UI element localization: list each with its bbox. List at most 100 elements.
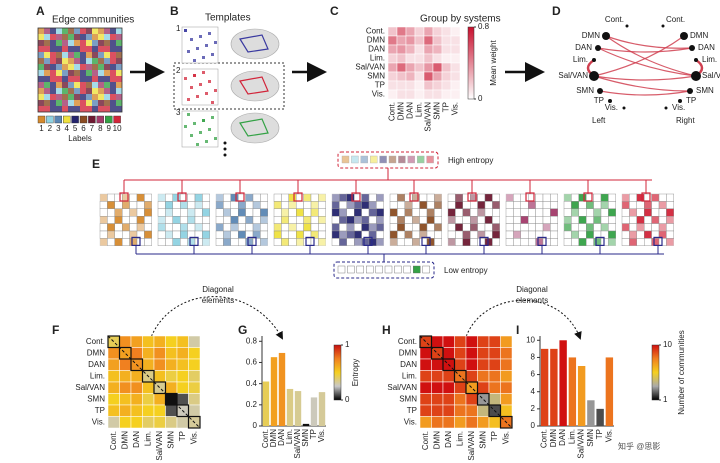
row-label: SMN — [367, 72, 385, 81]
mini-cell — [296, 223, 304, 232]
diagonal-outline — [130, 358, 144, 372]
mini-cell — [578, 223, 587, 232]
row-label: Vis. — [372, 90, 385, 99]
mini-cell — [586, 230, 594, 239]
community-cell — [86, 58, 92, 64]
colorbar-tick-label: 1 — [663, 395, 668, 404]
colorbar — [333, 344, 342, 401]
mini-marker — [131, 236, 141, 246]
heatmap-cell — [441, 53, 452, 64]
mini-cell — [331, 238, 340, 246]
low-entropy-cell — [347, 265, 355, 274]
community-cell — [86, 70, 92, 76]
heatmap-cell — [165, 381, 178, 394]
community-cell — [80, 64, 86, 70]
heatmap-cell — [387, 71, 398, 82]
heatmap-cell — [450, 62, 461, 73]
mini-cell — [245, 193, 254, 202]
mini-cell — [310, 201, 319, 209]
row-label: TP — [95, 406, 105, 415]
mini-cell — [144, 238, 152, 246]
bar — [302, 423, 310, 426]
mini-cell — [376, 215, 384, 224]
mini-cell — [361, 201, 370, 209]
legend-swatch — [88, 115, 96, 124]
heatmap-cell — [142, 416, 155, 429]
heatmap-cell — [454, 416, 467, 429]
community-cell — [74, 46, 80, 52]
heatmap-cell — [488, 381, 501, 394]
column-label: DAN — [444, 431, 453, 448]
heatmap-cell — [387, 62, 398, 73]
mini-cell — [215, 208, 224, 217]
mini-cell — [368, 208, 377, 217]
community-cell — [56, 106, 62, 112]
low-entropy-cell — [403, 265, 411, 274]
mini-cell — [412, 223, 420, 232]
mini-cell — [651, 223, 660, 232]
mini-cell — [107, 201, 116, 209]
heatmap-cell — [432, 89, 443, 100]
heatmap-cell — [142, 335, 155, 348]
mini-cell — [99, 201, 108, 209]
mini-cell — [281, 215, 289, 224]
mini-cell — [237, 201, 246, 209]
mini-cell — [477, 208, 486, 217]
mini-cell — [202, 223, 210, 232]
mini-cell — [129, 193, 138, 202]
high-entropy-cell — [341, 155, 350, 164]
mini-cell — [621, 193, 630, 202]
mini-marker — [235, 192, 245, 202]
heatmap-cell — [450, 35, 461, 46]
heatmap-cell — [405, 71, 416, 82]
mini-cell — [136, 238, 145, 246]
mini-cell — [636, 230, 645, 239]
heatmap-cell — [414, 44, 425, 55]
column-label: TP — [442, 102, 451, 112]
community-cell — [62, 70, 68, 76]
column-label: Cont. — [388, 102, 397, 121]
high-entropy-cell — [407, 155, 415, 164]
mini-cell — [389, 238, 398, 246]
community-cell — [98, 28, 104, 34]
mini-cell — [245, 238, 254, 246]
community-cell — [38, 106, 44, 112]
heatmap-cell — [465, 393, 478, 406]
legend-swatch — [104, 115, 113, 124]
mini-cell — [273, 201, 282, 209]
mini-cell — [346, 193, 355, 202]
community-cell — [56, 94, 62, 100]
mini-cell — [636, 201, 645, 209]
panel-letter: A — [36, 4, 45, 18]
colorbar-label: Mean weight — [489, 40, 498, 86]
community-cell — [62, 106, 68, 112]
annotation-arrow — [464, 299, 582, 341]
heatmap-cell — [387, 80, 398, 91]
community-cell — [110, 100, 116, 106]
x-tick-label: SMN — [586, 429, 595, 447]
mini-cell — [505, 223, 514, 232]
mini-cell — [455, 230, 463, 239]
x-tick-label: Vis. — [604, 429, 613, 442]
node-label: Sal/VAN — [558, 71, 588, 80]
mini-cell — [318, 230, 326, 239]
mini-cell — [397, 193, 405, 202]
mini-cell — [492, 230, 500, 239]
high-entropy-cell — [388, 155, 397, 164]
mini-cell — [136, 193, 145, 202]
heatmap-cell — [432, 53, 443, 64]
mini-cell — [376, 208, 384, 217]
heatmap-cell — [442, 416, 455, 429]
mini-cell — [505, 193, 514, 202]
heatmap-cell — [107, 416, 120, 429]
heatmap-cell — [431, 393, 444, 406]
column-label: DMN — [432, 431, 441, 449]
heatmap-cell — [423, 53, 434, 64]
mini-cell — [528, 201, 536, 209]
heatmap-cell — [165, 358, 178, 371]
heatmap-cell — [165, 404, 178, 417]
community-cell — [98, 94, 104, 100]
mini-cell — [223, 215, 231, 224]
mini-cell — [273, 215, 282, 224]
heatmap-cell — [423, 89, 434, 100]
